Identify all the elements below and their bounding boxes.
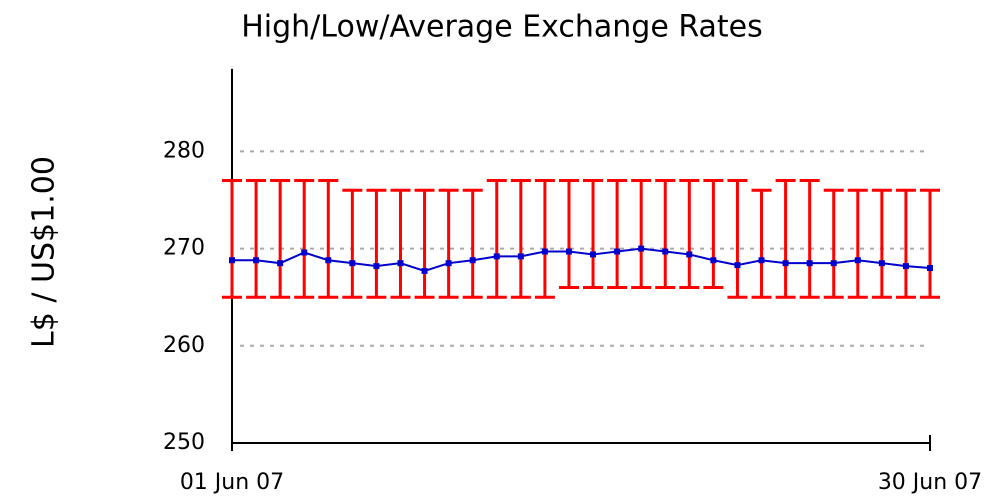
average-point bbox=[541, 248, 548, 255]
average-point bbox=[686, 251, 693, 258]
average-point bbox=[590, 251, 597, 258]
average-point bbox=[806, 260, 813, 267]
average-point bbox=[878, 260, 885, 267]
y-tick-label: 280 bbox=[163, 138, 205, 163]
average-point bbox=[517, 253, 524, 260]
average-point bbox=[927, 265, 933, 272]
average-point bbox=[349, 260, 356, 267]
average-point bbox=[782, 260, 789, 267]
x-tick-label: 30 Jun 07 bbox=[878, 470, 982, 495]
y-axis-label: L$ / US$1.00 bbox=[27, 156, 62, 348]
average-point bbox=[421, 267, 428, 274]
average-point bbox=[565, 248, 572, 255]
average-point bbox=[614, 248, 621, 255]
average-point bbox=[758, 257, 765, 264]
average-point bbox=[277, 260, 284, 267]
average-point bbox=[445, 260, 452, 267]
average-point bbox=[325, 257, 332, 264]
average-line bbox=[232, 247, 931, 273]
average-point bbox=[854, 257, 861, 264]
average-point bbox=[662, 248, 669, 255]
average-point bbox=[229, 257, 235, 264]
average-point bbox=[493, 253, 500, 260]
average-point bbox=[253, 257, 260, 264]
average-point bbox=[734, 262, 741, 269]
average-point bbox=[710, 257, 717, 264]
average-point bbox=[902, 263, 909, 270]
y-tick-label: 250 bbox=[163, 430, 205, 455]
chart-title: High/Low/Average Exchange Rates bbox=[241, 10, 763, 45]
average-point bbox=[830, 260, 837, 267]
average-point bbox=[301, 249, 308, 256]
average-point bbox=[638, 245, 645, 252]
average-point bbox=[397, 260, 404, 267]
x-tick-label: 01 Jun 07 bbox=[180, 470, 284, 495]
y-tick-label: 260 bbox=[163, 333, 205, 358]
y-tick-label: 270 bbox=[163, 236, 205, 261]
average-point bbox=[373, 263, 380, 270]
average-point bbox=[469, 257, 476, 264]
